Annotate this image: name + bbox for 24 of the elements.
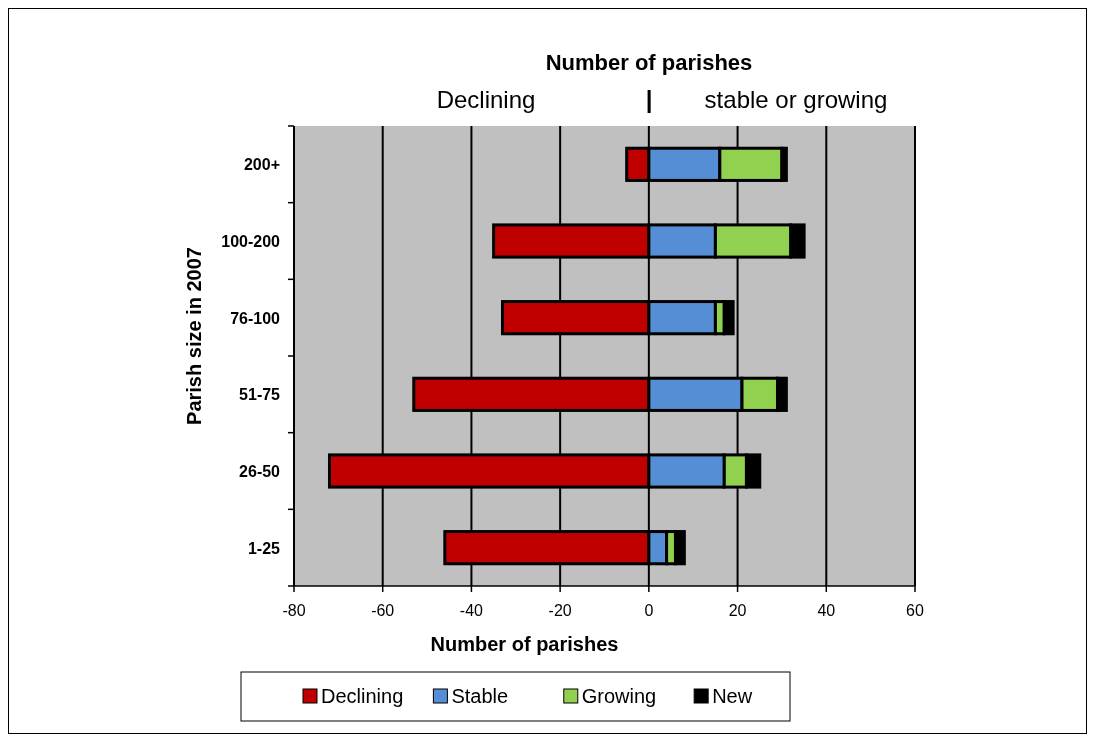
legend-label: Declining (321, 685, 404, 707)
x-tick-label: 60 (906, 602, 924, 619)
y-tick-label: 26-50 (239, 463, 281, 480)
y-tick-label: 1-25 (247, 539, 281, 557)
text: Declining (436, 86, 536, 113)
y-tick-label: 76-100 (230, 309, 281, 327)
legend-label: Growing (581, 685, 657, 707)
x-tick-label: 20 (728, 602, 747, 619)
x-tick-label: 0 (644, 602, 654, 619)
legend-label: Stable (451, 685, 509, 707)
chart-title: Number of parishes (545, 50, 753, 75)
y-tick-label: 200+ (243, 156, 280, 174)
x-axis-title: Number of parishes (430, 633, 619, 655)
x-tick-label: -80 (282, 602, 306, 619)
y-tick-label: 51-75 (239, 386, 281, 404)
text: | (645, 86, 653, 113)
x-tick-label: -40 (459, 602, 484, 619)
legend-label: New (712, 685, 753, 707)
x-tick-label: -20 (548, 602, 572, 619)
y-axis-title: Parish size in 2007 (183, 247, 205, 425)
x-tick-label: -60 (371, 602, 395, 619)
x-tick-label: 40 (817, 602, 836, 619)
y-tick-label: 100-200 (221, 233, 281, 250)
text: stable or growing (704, 86, 888, 113)
